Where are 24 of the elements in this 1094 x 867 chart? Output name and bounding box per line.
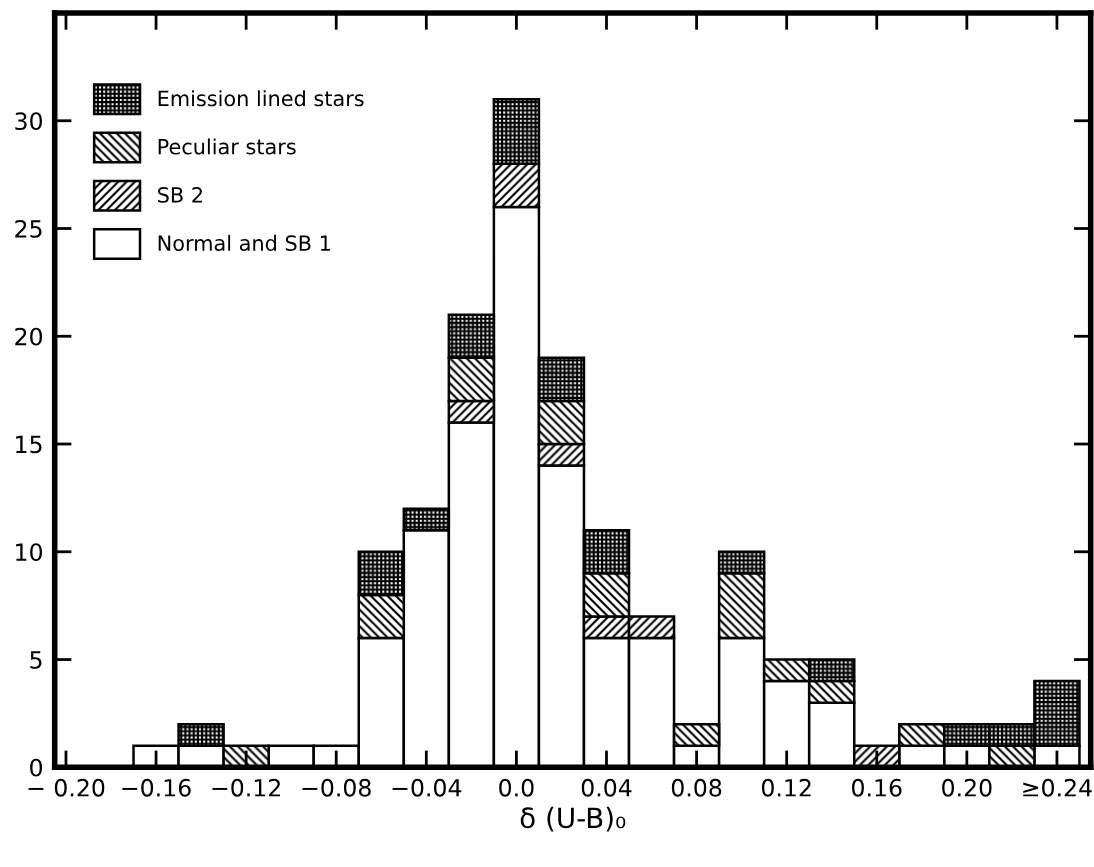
x-tick-label: 0.04 [581, 778, 632, 797]
y-tick-label: 5 [30, 651, 42, 669]
x-tick-label: −0.08 [302, 778, 371, 797]
x-tick-label: 0.12 [761, 778, 811, 797]
x-tick-label: −0.12 [212, 778, 280, 797]
x-axis-title: δ (U-B)₀ [520, 806, 626, 832]
x-tick-label: ≥0.24 [1023, 778, 1092, 797]
x-tick-label: 0.08 [671, 778, 722, 797]
y-tick-label: 30 [15, 112, 43, 131]
x-tick-label: 0.16 [852, 778, 902, 797]
x-tick-label: −0.04 [392, 778, 462, 797]
y-tick-label: 0 [30, 758, 43, 777]
legend-label: Peculiar stars [158, 138, 296, 155]
y-tick-label: 25 [15, 219, 42, 238]
x-tick-label: − 0.20 [28, 778, 105, 797]
x-tick-label: −0.16 [122, 778, 191, 797]
x-tick-label: 0.0 [499, 778, 534, 797]
legend-label: Normal and SB 1 [158, 234, 330, 251]
y-tick-label: 20 [15, 327, 43, 346]
x-tick-label: 0.20 [942, 778, 992, 797]
legend-label: SB 2 [158, 187, 202, 203]
legend-label: Emission lined stars [158, 90, 364, 107]
y-tick-label: 10 [16, 543, 43, 562]
y-tick-label: 15 [16, 435, 42, 454]
